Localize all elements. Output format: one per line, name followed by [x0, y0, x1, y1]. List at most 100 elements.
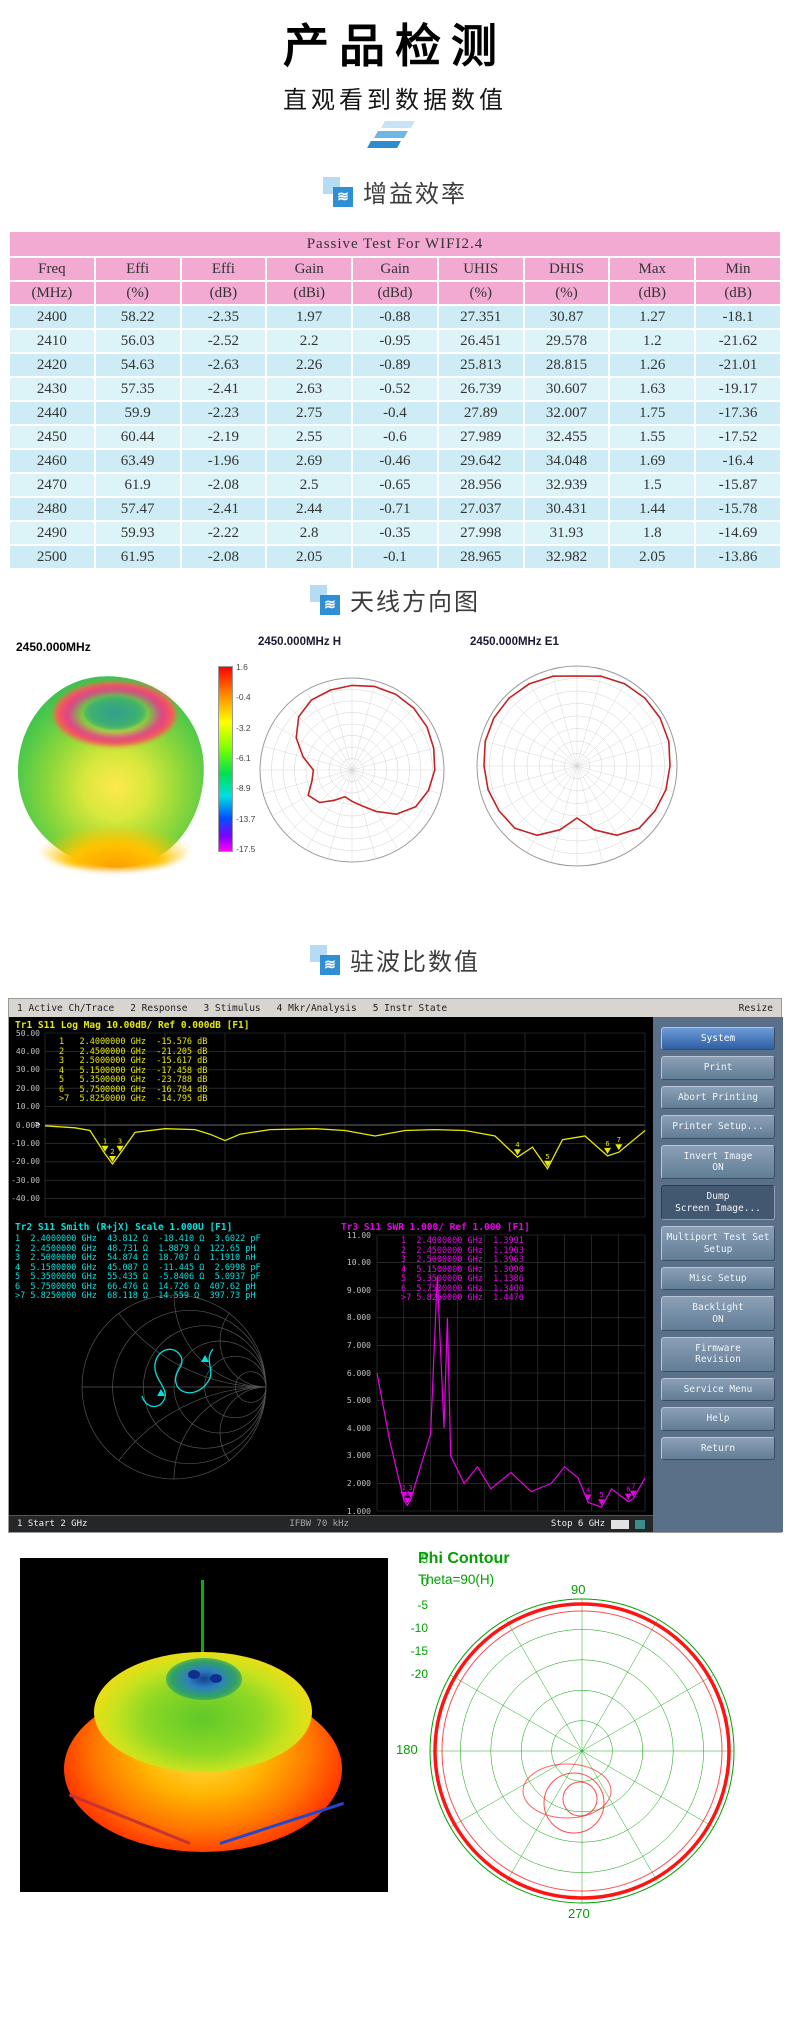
svg-text:3: 3: [408, 1484, 412, 1492]
vna-menu-item[interactable]: 5 Instr State: [372, 1002, 448, 1014]
polar-h-chart: [259, 677, 445, 863]
section-header-vswr: ≋ 驻波比数值: [0, 942, 790, 977]
vna-button-backlight-on[interactable]: Backlight ON: [661, 1296, 775, 1332]
axis-label: -20.00: [11, 1157, 40, 1167]
gain-table-cell: 30.87: [522, 304, 611, 330]
gain-table-cell: 34.048: [522, 448, 611, 474]
network-analyzer-screenshot: 1 Active Ch/Trace 2 Response 3 Stimulus 4 M…: [8, 998, 783, 1533]
tr2-marker-readout: 2 2.4500000 GHz 48.731 Ω 1.8879 Ω 122.65…: [15, 1243, 256, 1254]
tr3-title: Tr3 S11 SWR 1.000/ Ref 1.000 [F1]: [341, 1222, 530, 1233]
gain-table-cell: 2.69: [265, 448, 354, 474]
tr3-marker-list: 1 2.4000000 GHz 1.3991 2 2.4500000 GHz 1.…: [401, 1236, 524, 1304]
gain-table-cell: 32.455: [522, 424, 611, 450]
axis-label: 7.000: [346, 1340, 371, 1350]
vna-menu-item[interactable]: 4 Mkr/Analysis: [276, 1002, 357, 1014]
vna-menu-item[interactable]: 3 Stimulus: [203, 1002, 261, 1014]
vna-button-misc-setup[interactable]: Misc Setup: [661, 1266, 775, 1291]
vna-resize[interactable]: Resize: [738, 1002, 773, 1014]
axis-label: -30.00: [11, 1175, 40, 1185]
vna-button-print[interactable]: Print: [661, 1056, 775, 1080]
gain-table-cell: 1.69: [608, 448, 697, 474]
svg-text:7: 7: [631, 1483, 635, 1491]
gain-table-cell: 2450: [8, 424, 96, 450]
gain-table-cell: 2.05: [608, 544, 697, 570]
vna-button-help[interactable]: Help: [661, 1407, 775, 1431]
colorbar-value: -3.2: [236, 722, 251, 733]
gain-table-cell: 60.44: [93, 424, 182, 450]
tr2-title: Tr2 S11 Smith (R+jX) Scale 1.000U [F1]: [15, 1222, 233, 1233]
svg-text:6: 6: [605, 1140, 609, 1148]
section-header-gain: ≋ 增益效率: [0, 174, 790, 209]
polar-e-chart: [476, 665, 678, 867]
vna-button-dump-screen-image[interactable]: Dump Screen Image...: [661, 1185, 775, 1221]
sweep-start: 1 Start 2 GHz: [17, 1519, 88, 1529]
pattern3d-image: [11, 660, 212, 875]
gain-table-cell: 26.451: [436, 328, 525, 354]
gain-table-row: 2420 54.63 -2.63 2.26 -0.89 25.813 28.815 1.26-…: [8, 352, 782, 378]
gain-table-cell: -15.87: [694, 472, 782, 498]
gain-table-cell: 2.2: [265, 328, 354, 354]
tr2-marker-readout: 4 5.1500000 GHz 45.087 Ω -11.445 Ω 2.699…: [15, 1262, 261, 1273]
gain-table-cell: -2.63: [179, 352, 268, 378]
axis-label: 5.000: [346, 1396, 371, 1406]
vna-button-system[interactable]: System: [661, 1027, 775, 1051]
gain-table-row: 2450 60.44 -2.19 2.55 -0.6 27.989 32.455 1.55 -1…: [8, 424, 782, 450]
vna-button-return[interactable]: Return: [661, 1436, 775, 1461]
s11-swr-trace: [376, 1276, 646, 1508]
page-subtitle: 直观看到数据数值: [283, 87, 507, 114]
section-header-antenna: ≋ 天线方向图: [0, 582, 790, 617]
gain-table-row: (MHz) (%) (dB) (dBi) (dBd) (%) (%) (dB) (dB): [8, 280, 782, 306]
icon-front-square: ≋: [320, 594, 340, 615]
gain-table-title-row: Passive Test For WIFI2.4: [8, 230, 782, 258]
vna-button-abort-printing[interactable]: Abort Printing: [661, 1085, 775, 1110]
gain-table-cell: 27.989: [436, 424, 525, 450]
gain-table-cell: 2.55: [265, 424, 354, 450]
vna-button-firmware-revision[interactable]: Firmware Revision: [661, 1337, 775, 1372]
donut-null-spot: [188, 1670, 200, 1679]
gain-table-cell: 2480: [8, 496, 96, 522]
gain-table-cell: -0.88: [351, 304, 439, 330]
pattern3d-label: 2450.000MHz: [16, 640, 91, 654]
axis-label: 3.000: [346, 1451, 371, 1461]
gain-table-cell: 59.93: [93, 520, 182, 546]
gain-table-cell: 1.5: [608, 472, 697, 498]
polar-h-title: 2450.000MHz H: [258, 636, 342, 648]
vna-button-printer-setup[interactable]: Printer Setup...: [661, 1115, 775, 1139]
wave-stripe: [374, 131, 408, 138]
gain-table-cell: 54.63: [93, 352, 182, 378]
tr3-marker-readout: >7 5.8250000 GHz 1.4476: [401, 1293, 524, 1303]
polar-e-title: 2450.000MHz E1: [470, 636, 559, 648]
tr3-marker-readout: 3 2.5000000 GHz 1.3963: [401, 1255, 524, 1265]
pattern3d-crater: [84, 696, 146, 730]
gain-table-header-cell: DHIS: [522, 256, 611, 282]
gain-table-cell: -17.52: [694, 424, 782, 450]
gain-table-cell: 1.2: [608, 328, 697, 354]
gain-table-cell: 2.5: [265, 472, 354, 498]
gain-table-cell: 1.26: [608, 352, 697, 378]
pattern3d-hotspot: [40, 828, 190, 870]
gain-table-cell: 2440: [8, 400, 96, 426]
phi-subtitle: Theta=90(H): [418, 1572, 495, 1587]
vna-button-invert-image-on[interactable]: Invert Image ON: [661, 1144, 775, 1180]
gain-table-cell: 31.93: [522, 520, 611, 546]
gain-table-cell: 32.982: [522, 544, 611, 570]
vna-menu-bar: 1 Active Ch/Trace 2 Response 3 Stimulus 4 M…: [9, 999, 781, 1017]
gain-table-cell: 1.97: [265, 304, 354, 330]
gain-table-header-cell: Gain: [265, 256, 354, 282]
vna-menu-item[interactable]: 1 Active Ch/Trace: [17, 1002, 115, 1014]
vna-button-multiport-test-set-setup[interactable]: Multiport Test Set Setup: [661, 1226, 775, 1261]
vna-menu-item[interactable]: 2 Response: [130, 1002, 188, 1014]
gain-table-cell: 29.642: [436, 448, 525, 474]
colorbar-value: -0.4: [236, 692, 251, 703]
tr1-marker-readout: 5 5.3500000 GHz -23.788 dB: [59, 1075, 208, 1085]
axis-label: 20.00: [15, 1083, 40, 1093]
tr1-markers: 123 4 5 6 7: [101, 1136, 623, 1167]
icon-front-square: ≋: [320, 954, 340, 975]
axis-label: 9.000: [346, 1285, 371, 1295]
vna-button-service-menu[interactable]: Service Menu: [661, 1377, 775, 1402]
gain-table-header-cell: Effi: [179, 256, 268, 282]
svg-text:3: 3: [118, 1138, 122, 1146]
svg-text:7: 7: [617, 1136, 621, 1144]
phi-contour-svg: [429, 1598, 735, 1904]
section-label-antenna: 天线方向图: [350, 589, 480, 616]
